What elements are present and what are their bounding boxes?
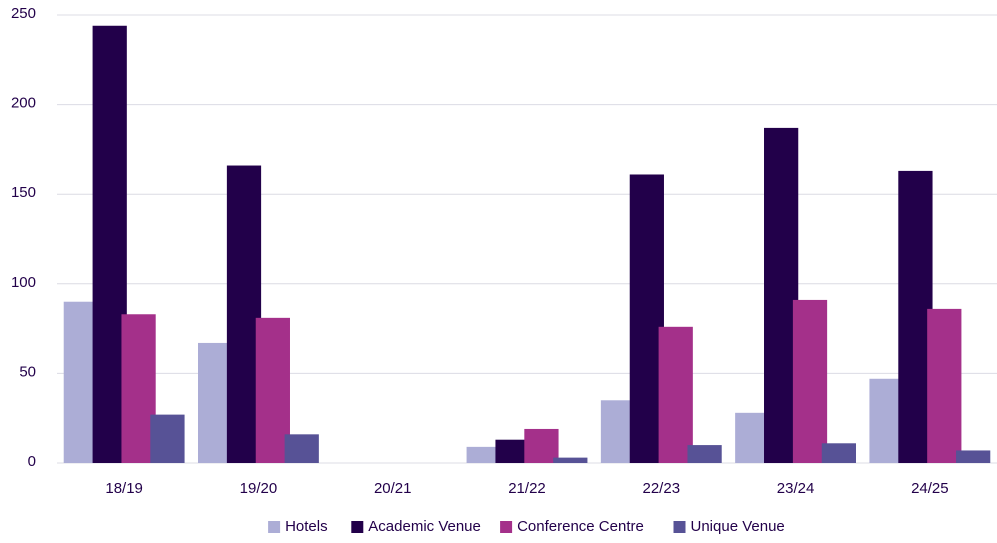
bar: [284, 434, 319, 463]
bar: [927, 308, 962, 463]
bar: [792, 299, 828, 463]
legend-swatch: [500, 521, 513, 533]
y-tick-label: 0: [28, 453, 36, 470]
bar: [629, 174, 664, 463]
bar: [121, 314, 156, 463]
legend-label: Unique Venue: [691, 518, 785, 535]
bar: [226, 165, 262, 463]
bar: [821, 443, 856, 463]
y-tick-label: 50: [19, 363, 36, 380]
bar: [956, 450, 991, 463]
legend-swatch: [673, 521, 686, 533]
y-tick-label: 200: [11, 95, 36, 112]
bar: [524, 428, 559, 463]
legend-label: Conference Centre: [517, 518, 644, 535]
bar: [553, 457, 588, 463]
y-tick-label: 100: [11, 274, 36, 291]
bar: [764, 127, 799, 464]
x-tick-label: 24/25: [911, 480, 949, 497]
x-tick-label: 19/20: [240, 480, 278, 497]
bar: [869, 378, 904, 463]
bar: [898, 170, 933, 464]
legend-swatch: [268, 521, 281, 533]
legend-label: Hotels: [285, 518, 328, 535]
x-tick-label: 22/23: [643, 480, 681, 497]
legend-label: Academic Venue: [368, 518, 481, 535]
bar: [735, 412, 770, 463]
x-tick-label: 23/24: [777, 480, 815, 497]
y-tick-label: 250: [11, 5, 36, 22]
bar: [495, 439, 530, 463]
bar: [255, 317, 290, 463]
y-tick-label: 150: [11, 184, 36, 201]
legend-swatch: [351, 521, 364, 533]
bar: [92, 25, 127, 463]
bar: [658, 326, 693, 463]
bar: [150, 414, 185, 463]
bar: [466, 446, 501, 463]
x-tick-label: 20/21: [374, 480, 412, 497]
bar: [600, 400, 636, 463]
x-tick-label: 18/19: [105, 480, 143, 497]
bar: [687, 445, 722, 463]
x-tick-label: 21/22: [508, 480, 546, 497]
bar: [63, 301, 98, 463]
bar: [198, 342, 233, 463]
